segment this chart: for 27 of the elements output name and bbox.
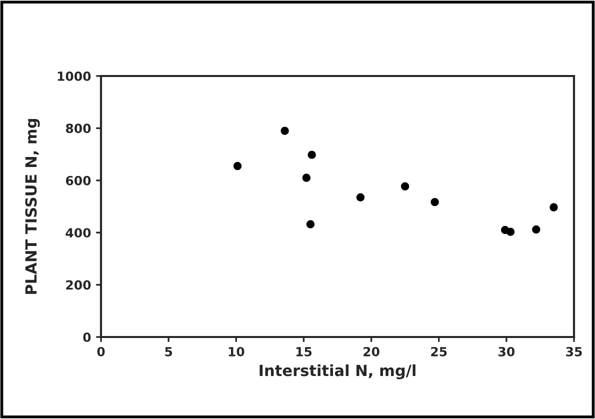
y-tick-label: 1000 bbox=[58, 71, 91, 81]
point bbox=[306, 220, 315, 228]
x-tick-label: 30 bbox=[498, 346, 515, 356]
point bbox=[506, 228, 515, 236]
point bbox=[400, 182, 410, 191]
point bbox=[302, 174, 311, 182]
y-tick-label: 600 bbox=[66, 176, 91, 186]
point bbox=[430, 198, 439, 206]
x-tick-label: 5 bbox=[165, 347, 172, 356]
point bbox=[280, 126, 289, 135]
x-axis-title: Interstitial N, mg/l bbox=[260, 364, 416, 380]
x-tick-label: 35 bbox=[566, 346, 582, 356]
point bbox=[532, 225, 540, 234]
x-tick-label: 25 bbox=[431, 346, 447, 356]
point bbox=[356, 193, 365, 202]
point bbox=[308, 150, 316, 159]
y-axis-title: PLANT TISSUE N, mg bbox=[25, 118, 40, 294]
y-tick-label: 200 bbox=[66, 280, 91, 290]
x-tick-label: 10 bbox=[228, 346, 244, 356]
point bbox=[550, 203, 558, 212]
y-tick-label: 400 bbox=[66, 228, 91, 238]
point bbox=[233, 162, 242, 170]
y-tick-label: 0 bbox=[83, 332, 91, 342]
x-tick-label: 0 bbox=[97, 346, 105, 356]
x-tick-label: 20 bbox=[364, 346, 380, 356]
y-tick-label: 800 bbox=[66, 124, 91, 134]
x-tick-label: 15 bbox=[296, 347, 312, 356]
